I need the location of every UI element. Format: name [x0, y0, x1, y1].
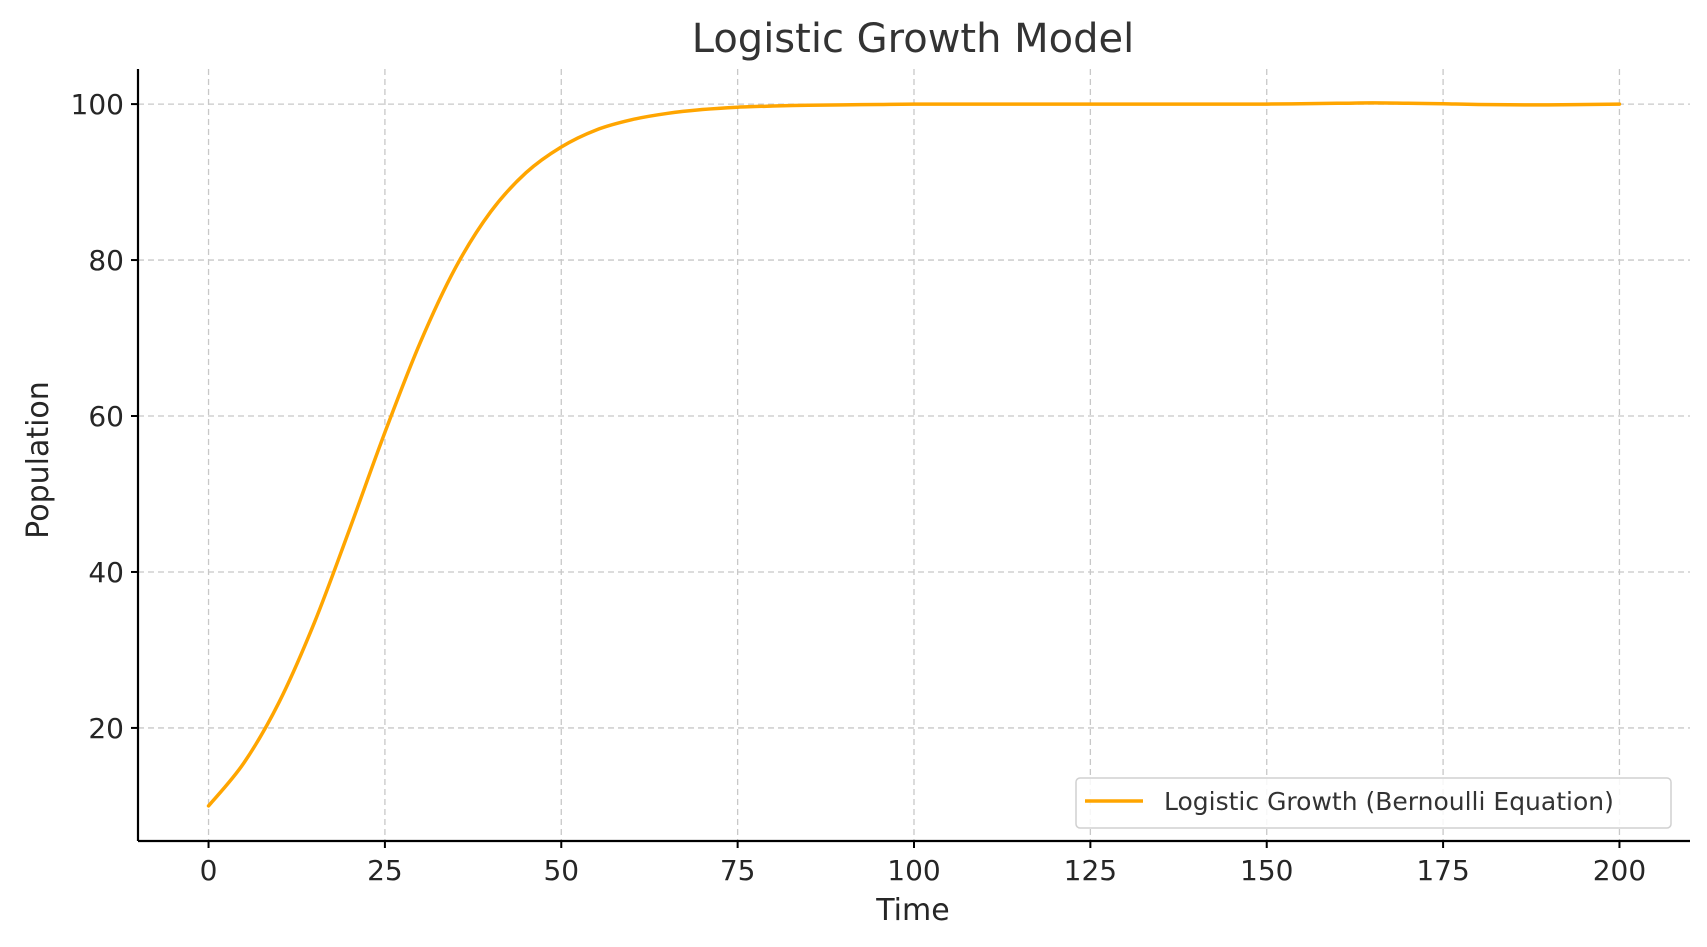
- legend: Logistic Growth (Bernoulli Equation): [1075, 777, 1672, 829]
- grid: [138, 69, 1690, 841]
- x-tick-label: 175: [1416, 854, 1469, 887]
- series-line-0: [206, 101, 1622, 808]
- x-tick-label: 75: [720, 854, 756, 887]
- y-tick-label: 40: [88, 556, 124, 589]
- x-tick-label: 50: [543, 854, 579, 887]
- y-tick-label: 20: [88, 712, 124, 745]
- ticks: 0 25 50 75 100 125 150 175 200 20 40 60 80 100: [71, 88, 1647, 887]
- y-tick-label: 60: [88, 400, 124, 433]
- legend-box: [1075, 777, 1672, 829]
- x-tick-label: 200: [1593, 854, 1646, 887]
- y-tick-label: 100: [71, 88, 124, 121]
- chart-title: Logistic Growth Model: [692, 16, 1135, 62]
- x-tick-label: 125: [1064, 854, 1117, 887]
- y-tick-label: 80: [88, 244, 124, 277]
- legend-label: Logistic Growth (Bernoulli Equation): [1164, 787, 1614, 816]
- x-tick-label: 25: [367, 854, 403, 887]
- x-tick-label: 150: [1240, 854, 1293, 887]
- x-tick-label: 0: [200, 854, 218, 887]
- x-axis-label: Time: [875, 893, 949, 928]
- series: [206, 101, 1622, 808]
- y-axis-label: Population: [21, 381, 56, 539]
- x-tick-label: 100: [887, 854, 940, 887]
